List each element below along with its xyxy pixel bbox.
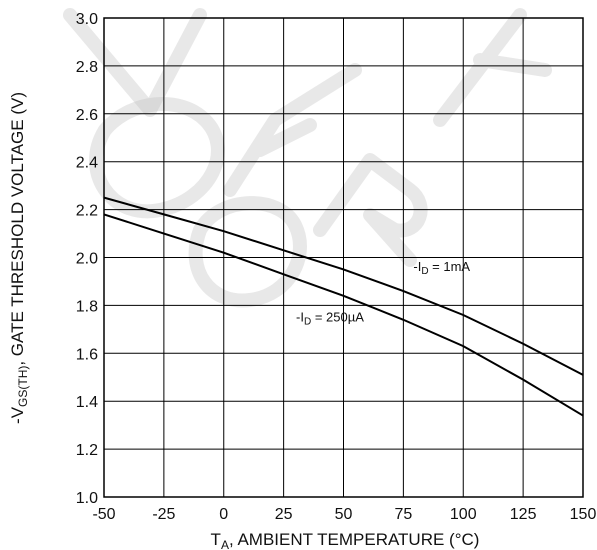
y-tick-labels: 1.0 1.2 1.4 1.6 1.8 2.0 2.2 2.4 2.6 2.8 3.0 (76, 11, 98, 507)
y-tick-label: 2.6 (76, 107, 98, 124)
series-lines (103, 196, 584, 417)
series-labels: -ID = 1mA -ID = 250µA (296, 259, 470, 327)
y-axis-label-sub: GS(TH) (16, 366, 30, 407)
x-tick-label: 75 (394, 506, 412, 523)
y-tick-label: 3.0 (76, 11, 98, 28)
x-tick-label: 50 (335, 506, 353, 523)
y-axis-label: -VGS(TH), GATE THRESHOLD VOLTAGE (V) (8, 92, 30, 424)
y-tick-label: 1.4 (76, 394, 98, 411)
series-label: -ID = 250µA (296, 309, 364, 327)
y-tick-label: 1.0 (76, 490, 98, 507)
plot-frame (103, 17, 584, 498)
y-tick-label: 1.8 (76, 298, 98, 315)
x-tick-label: -50 (92, 506, 115, 523)
y-tick-label: 2.8 (76, 59, 98, 76)
y-tick-label: 2.4 (76, 155, 98, 172)
x-tick-label: 125 (510, 506, 537, 523)
x-tick-label: 100 (450, 506, 477, 523)
y-tick-label: 2.2 (76, 203, 98, 220)
y-axis-label-rest: , GATE THRESHOLD VOLTAGE (V) (8, 92, 27, 366)
y-tick-label: 2.0 (76, 251, 98, 268)
x-axis-label: TA, AMBIENT TEMPERATURE (°C) (211, 530, 480, 550)
y-tick-label: 1.6 (76, 346, 98, 363)
x-axis-label-main: T (211, 530, 221, 549)
x-tick-label: 25 (275, 506, 293, 523)
x-axis-label-rest: , AMBIENT TEMPERATURE (°C) (229, 530, 480, 549)
y-tick-label: 1.2 (76, 442, 98, 459)
gridlines (103, 17, 584, 498)
x-tick-label: -25 (152, 506, 175, 523)
y-axis-label-pre: -V (8, 406, 27, 424)
series-line-id-1ma (103, 196, 584, 376)
series-label: -ID = 1mA (413, 259, 470, 277)
x-tick-label: 150 (570, 506, 597, 523)
series-line-id-250ua (103, 213, 584, 417)
x-tick-labels: -50 -25 0 25 50 75 100 125 150 (92, 506, 596, 523)
x-axis-label-sub: A (221, 538, 229, 550)
x-tick-label: 0 (219, 506, 228, 523)
